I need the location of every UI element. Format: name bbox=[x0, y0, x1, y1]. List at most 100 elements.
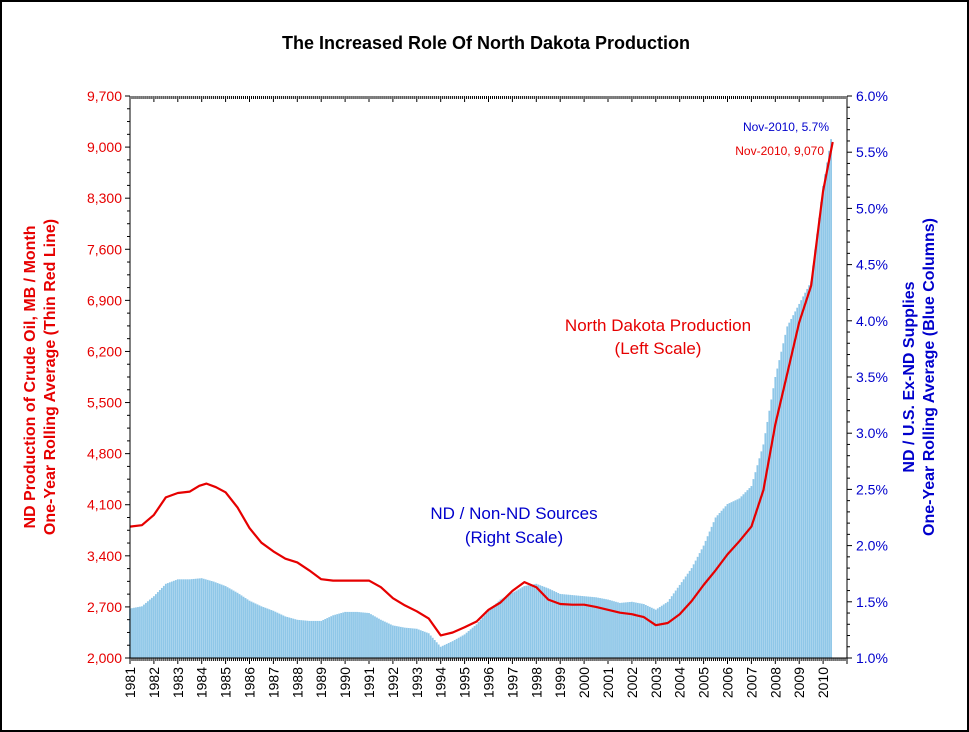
bar-column bbox=[738, 498, 741, 658]
bar-column bbox=[394, 625, 396, 658]
bar-column bbox=[531, 584, 534, 658]
bar-column bbox=[489, 608, 492, 658]
bar-column bbox=[184, 579, 187, 658]
bar-column bbox=[137, 607, 139, 658]
bar-column bbox=[543, 586, 546, 658]
bar-column bbox=[694, 560, 697, 658]
left-tick-label: 5,500 bbox=[87, 395, 122, 411]
bar-column bbox=[312, 620, 315, 658]
bar-column bbox=[758, 458, 761, 658]
x-tick-label: 1997 bbox=[504, 667, 520, 698]
bar-column bbox=[294, 619, 297, 658]
x-tick-label: 2001 bbox=[600, 667, 616, 698]
bar-column bbox=[471, 627, 474, 658]
left-axis-title-line1: ND Production of Crude Oil, MB / Month bbox=[22, 225, 39, 528]
bar-column bbox=[234, 591, 237, 658]
bar-column bbox=[820, 201, 822, 658]
bar-column bbox=[324, 619, 327, 658]
left-axis-title-line2: One-Year Rolling Average (Thin Red Line) bbox=[42, 219, 59, 535]
bar-column bbox=[577, 595, 580, 658]
bar-column bbox=[503, 597, 506, 658]
bar-column bbox=[278, 613, 281, 658]
last-line-value-label: Nov-2010, 9,070 bbox=[735, 144, 824, 158]
bar-column bbox=[467, 631, 470, 658]
bar-column bbox=[818, 217, 821, 658]
bar-column bbox=[559, 593, 562, 658]
right-axis-ticks: 1.0% 1.5% 2.0% 2.5% 3.0% 3.5% 4.0% 4.5% 5.0% 5.5%… bbox=[847, 88, 888, 666]
bar-column bbox=[224, 586, 227, 658]
bar-column bbox=[720, 510, 723, 658]
left-tick-label: 9,700 bbox=[87, 88, 122, 104]
bar-column bbox=[696, 556, 699, 658]
bar-series-label: ND / Non-ND Sources bbox=[430, 504, 597, 523]
bar-column bbox=[238, 594, 241, 658]
x-tick-label: 2004 bbox=[672, 667, 688, 698]
bar-column bbox=[487, 610, 490, 658]
bars-layer bbox=[129, 139, 832, 659]
bar-column bbox=[240, 595, 243, 658]
bar-column bbox=[828, 150, 830, 659]
bar-column bbox=[188, 579, 191, 658]
bar-column bbox=[742, 494, 745, 658]
bar-column bbox=[382, 620, 384, 658]
bar-column bbox=[780, 351, 783, 658]
bar-column bbox=[443, 644, 446, 658]
bar-column bbox=[320, 620, 323, 658]
bar-column bbox=[662, 604, 665, 658]
x-tick-label: 1984 bbox=[194, 667, 210, 698]
bar-column bbox=[254, 603, 257, 658]
bar-column bbox=[513, 591, 516, 658]
bar-column bbox=[208, 580, 211, 658]
bar-column bbox=[260, 606, 263, 658]
bar-column bbox=[384, 621, 386, 658]
bar-column bbox=[226, 587, 229, 658]
bar-column bbox=[447, 643, 450, 658]
bar-column bbox=[475, 624, 478, 658]
bar-column bbox=[702, 545, 705, 658]
bar-column bbox=[603, 598, 605, 658]
bar-column bbox=[196, 578, 199, 658]
bar-column bbox=[276, 612, 279, 658]
bar-column bbox=[746, 490, 749, 658]
x-tick-label: 1992 bbox=[385, 667, 401, 698]
bar-series-scale-label: (Right Scale) bbox=[465, 528, 563, 547]
bar-column bbox=[712, 522, 715, 658]
x-tick-label: 2009 bbox=[791, 667, 807, 698]
bar-column bbox=[772, 388, 775, 658]
bar-column bbox=[573, 595, 576, 658]
bar-column bbox=[629, 601, 631, 658]
last-bar-value-label: Nov-2010, 5.7% bbox=[743, 120, 829, 134]
bar-column bbox=[268, 609, 271, 658]
bar-column bbox=[804, 292, 807, 658]
bar-column bbox=[774, 377, 777, 658]
bar-column bbox=[270, 610, 273, 658]
bar-column bbox=[656, 608, 659, 658]
bar-column bbox=[248, 600, 251, 658]
left-tick-label: 8,300 bbox=[87, 190, 122, 206]
bar-column bbox=[147, 601, 149, 658]
bar-column bbox=[587, 596, 589, 658]
bar-column bbox=[491, 607, 494, 658]
bar-column bbox=[517, 589, 520, 658]
bar-column bbox=[304, 620, 307, 658]
bar-column bbox=[541, 586, 544, 658]
right-tick-label: 3.0% bbox=[856, 425, 888, 441]
bar-column bbox=[272, 610, 275, 658]
bar-column bbox=[700, 549, 703, 658]
bar-column bbox=[390, 624, 392, 658]
bar-column bbox=[386, 622, 388, 658]
right-tick-label: 2.0% bbox=[856, 538, 888, 554]
bar-column bbox=[376, 617, 378, 658]
bar-column bbox=[539, 585, 542, 658]
bar-column bbox=[658, 607, 661, 658]
x-tick-label: 1993 bbox=[409, 667, 425, 698]
bar-column bbox=[423, 631, 426, 658]
bar-column bbox=[563, 594, 566, 658]
bar-column bbox=[718, 513, 721, 658]
bar-column bbox=[336, 614, 339, 658]
bar-column bbox=[348, 611, 350, 658]
bar-column bbox=[455, 638, 458, 658]
bar-column bbox=[730, 502, 733, 658]
left-axis-ticks: 2,000 2,700 3,400 4,100 4,800 5,500 6,200 6,900… bbox=[87, 88, 130, 666]
